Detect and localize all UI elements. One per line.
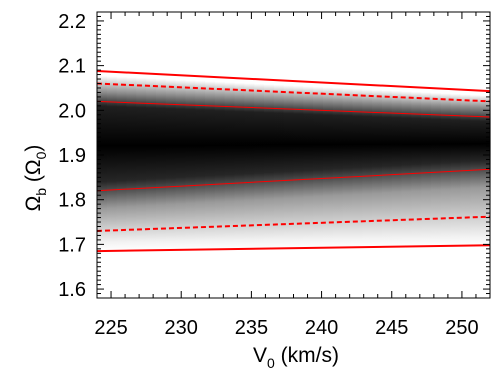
density-heatmap (97, 12, 491, 298)
contour-line-1 (96, 69, 491, 93)
heatmap-strip (460, 12, 471, 298)
y-tick-label: 2.2 (58, 11, 86, 33)
heatmap-strip (116, 12, 128, 298)
heatmap-strip (431, 12, 442, 298)
heatmap-strip (470, 12, 481, 298)
contour-line-3 (96, 100, 491, 118)
y-tick-label: 2.0 (58, 100, 86, 122)
heatmap-strip (362, 12, 373, 298)
x-tick-label: 240 (305, 317, 338, 339)
heatmap-strip (421, 12, 432, 298)
contour-lines (96, 69, 491, 253)
y-tick-label: 1.9 (58, 145, 86, 167)
heatmap-strip (234, 12, 245, 298)
heatmap-strip (244, 12, 255, 298)
heatmap-strip (185, 12, 196, 298)
y-tick-label: 1.8 (58, 190, 86, 212)
heatmap-strip (411, 12, 422, 298)
x-axis-label: V0 (km/s) (253, 344, 339, 369)
heatmap-strip (175, 12, 187, 298)
heatmap-strip (283, 12, 295, 298)
heatmap-strip (106, 12, 118, 298)
heatmap-strip (155, 12, 167, 298)
y-tick-label: 1.6 (58, 279, 86, 301)
heatmap-strip (254, 12, 265, 298)
y-tick-labels: 1.6 1.7 1.8 1.9 2.0 2.1 2.2 (58, 11, 86, 301)
heatmap-strip (401, 12, 412, 298)
y-axis-label-sub: b (33, 188, 49, 196)
heatmap-strip (146, 12, 157, 298)
axis-ticks (96, 11, 491, 299)
heatmap-strip (303, 12, 314, 298)
heatmap-strip (381, 12, 393, 298)
heatmap-strip (293, 12, 304, 298)
y-axis-label: Ωb (Ω0) (22, 145, 49, 212)
x-axis-label-sub: 0 (267, 355, 275, 369)
heatmap-strip (136, 12, 147, 298)
heatmap-strip (322, 12, 334, 298)
heatmap-strip (195, 12, 206, 298)
heatmap-strip (214, 12, 226, 298)
heatmap-strip (273, 12, 285, 298)
heatmap-strip (224, 12, 236, 298)
heatmap-strip (264, 12, 275, 298)
contour-line-6 (96, 244, 491, 253)
contour-line-4 (96, 168, 491, 192)
heatmap-strip (372, 12, 383, 298)
x-tick-label: 235 (235, 317, 268, 339)
x-tick-label: 225 (94, 317, 127, 339)
y-tick-label: 1.7 (58, 234, 86, 256)
contour-line-2 (96, 82, 491, 103)
heatmap-strip (332, 12, 344, 298)
heatmap-strip (313, 12, 324, 298)
heatmap-strip (450, 12, 462, 298)
heatmap-strip (165, 12, 177, 298)
heatmap-strip (126, 12, 137, 298)
heatmap-strip (352, 12, 363, 298)
x-tick-label: 250 (445, 317, 478, 339)
y-tick-label: 2.1 (58, 56, 86, 78)
contour-line-5 (96, 215, 491, 232)
heatmap-strip (205, 12, 216, 298)
x-tick-label: 245 (375, 317, 408, 339)
heatmap-strip (440, 12, 452, 298)
x-tick-labels: 225 230 235 240 245 250 (94, 317, 478, 339)
heatmap-strip (342, 12, 354, 298)
x-tick-label: 230 (165, 317, 198, 339)
heatmap-strip (391, 12, 403, 298)
